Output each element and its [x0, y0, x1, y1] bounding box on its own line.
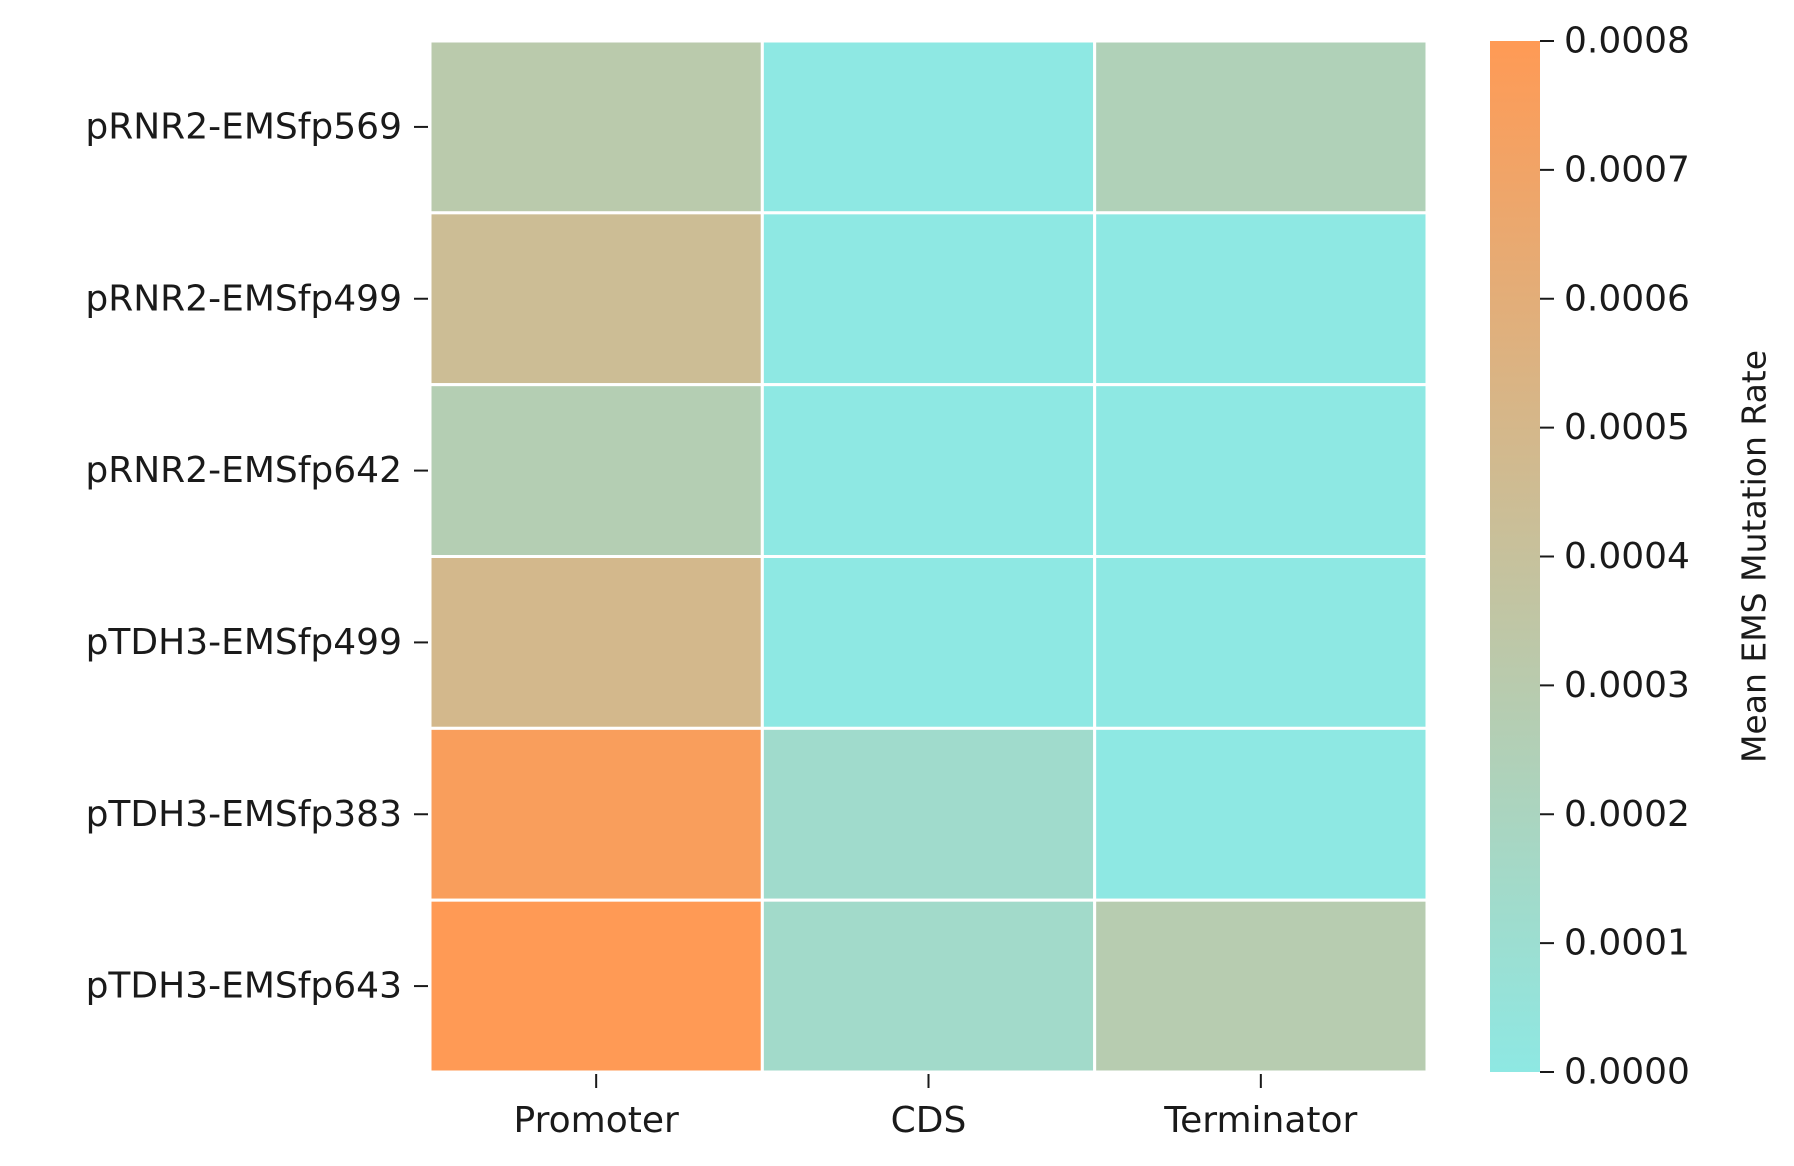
heatmap-cell [760, 555, 1097, 730]
colorbar-tick-label: 0.0004 [1564, 536, 1690, 577]
colorbar-tick-label: 0.0006 [1564, 278, 1690, 319]
row-label: pRNR2-EMSfp642 [85, 450, 402, 491]
colorbar-ticks: 0.0000 0.0001 0.0002 0.0003 0.0004 0.0005 0.00… [1540, 21, 1690, 1093]
heatmap-cell [428, 898, 764, 1074]
colorbar-label: Mean EMS Mutation Rate [1735, 350, 1774, 763]
heatmap-cells [428, 39, 1429, 1074]
column-label: Promoter [514, 1100, 679, 1141]
heatmap-cell [1093, 39, 1429, 215]
heatmap-cell [428, 39, 764, 215]
heatmap-cell [1093, 726, 1429, 902]
row-label: pTDH3-EMSfp383 [86, 794, 402, 835]
row-labels: pRNR2-EMSfp569 pRNR2-EMSfp499 pRNR2-EMSfp6… [85, 106, 428, 1007]
colorbar-tick-label: 0.0008 [1564, 21, 1690, 62]
heatmap-cell [428, 555, 764, 730]
colorbar-tick-label: 0.0003 [1564, 665, 1690, 706]
colorbar-tick-label: 0.0002 [1564, 794, 1690, 835]
heatmap-cell [1093, 898, 1429, 1074]
column-label: Terminator [1163, 1100, 1357, 1141]
row-label: pRNR2-EMSfp569 [85, 106, 402, 147]
colorbar-tick-label: 0.0005 [1564, 407, 1690, 448]
heatmap-cell [1093, 383, 1429, 558]
row-label: pTDH3-EMSfp643 [86, 966, 402, 1007]
row-label: pRNR2-EMSfp499 [85, 278, 402, 319]
heatmap-cell [760, 383, 1097, 558]
heatmap-cell [1093, 555, 1429, 730]
colorbar-tick-label: 0.0007 [1564, 149, 1690, 190]
heatmap-cell [760, 211, 1097, 387]
heatmap-cell [1093, 211, 1429, 387]
column-labels: Promoter CDS Terminator [514, 1074, 1358, 1141]
heatmap-cell [760, 726, 1097, 902]
heatmap-cell [760, 39, 1097, 215]
heatmap-cell [428, 383, 764, 558]
row-label: pTDH3-EMSfp499 [86, 622, 402, 663]
heatmap-cell [428, 726, 764, 902]
colorbar-tick-label: 0.0001 [1564, 923, 1690, 964]
colorbar-tick-label: 0.0000 [1564, 1052, 1690, 1093]
heatmap-cell [760, 898, 1097, 1074]
column-label: CDS [891, 1100, 967, 1141]
colorbar: 0.0000 0.0001 0.0002 0.0003 0.0004 0.0005 0.00… [1490, 21, 1774, 1093]
heatmap-cell [428, 211, 764, 387]
colorbar-gradient [1490, 41, 1540, 1072]
